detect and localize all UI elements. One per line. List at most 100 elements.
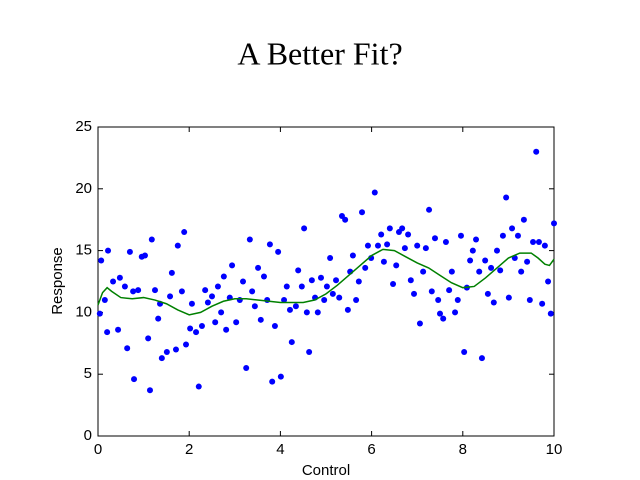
scatter-point <box>301 225 308 232</box>
scatter-point <box>323 283 330 290</box>
scatter-point <box>212 319 219 326</box>
scatter-point <box>233 319 240 326</box>
scatter-point <box>431 235 438 242</box>
scatter-point <box>551 220 557 227</box>
x-tick-label: 0 <box>94 441 102 458</box>
scatter-point <box>141 252 148 259</box>
y-tick-label: 20 <box>75 180 92 197</box>
scatter-point <box>442 238 449 245</box>
scatter-point <box>223 326 230 333</box>
scatter-point <box>514 232 521 239</box>
scatter-point <box>407 277 414 284</box>
scatter-point <box>104 329 111 336</box>
scatter-point <box>183 341 190 348</box>
scatter-point <box>260 273 267 280</box>
scatter-point <box>105 247 112 254</box>
scatter-point <box>545 278 552 285</box>
scatter-point <box>275 248 282 255</box>
x-tick-label: 2 <box>185 441 193 458</box>
scatter-point <box>188 300 195 307</box>
scatter-point <box>167 293 174 300</box>
scatter-point <box>218 309 225 316</box>
scatter-point <box>374 242 381 249</box>
scatter-point <box>461 348 468 355</box>
scatter-point <box>490 299 497 306</box>
scatter-point <box>281 297 288 304</box>
scatter-point <box>484 290 491 297</box>
scatter-point <box>126 248 133 255</box>
scatter-point <box>317 274 324 281</box>
scatter-point <box>390 280 397 287</box>
y-tick-label: 0 <box>84 427 92 444</box>
x-tick-label: 10 <box>546 441 563 458</box>
scatter-point <box>121 283 128 290</box>
scatter-point <box>476 268 483 275</box>
scatter-point <box>467 257 474 264</box>
scatter-point <box>478 355 485 362</box>
scatter-point <box>469 247 476 254</box>
scatter-point <box>135 287 142 294</box>
scatter-point <box>378 231 385 238</box>
scatter-point <box>246 236 253 243</box>
scatter-point <box>547 310 554 317</box>
scatter-point <box>181 229 188 236</box>
scatter-point <box>204 299 211 306</box>
scatter-point <box>266 241 273 248</box>
scatter-point <box>386 225 393 232</box>
scatter-point <box>202 287 209 294</box>
scatter-point <box>454 297 461 304</box>
scatter-point <box>152 287 158 294</box>
scatter-point <box>193 329 200 336</box>
scatter-point <box>220 273 227 280</box>
scatter-point <box>271 322 278 329</box>
scatter-point <box>414 242 421 249</box>
scatter-point <box>333 277 340 284</box>
scatter-point <box>172 346 179 353</box>
scatter-point <box>440 315 447 322</box>
scatter-point <box>452 309 459 316</box>
scatter-point <box>288 339 295 346</box>
scatter-point <box>371 189 378 196</box>
scatter-point <box>336 294 343 301</box>
scatter-point <box>520 216 527 223</box>
scatter-point <box>420 268 427 275</box>
scatter-point <box>535 238 542 245</box>
scatter-point <box>298 283 305 290</box>
scatter-point <box>505 294 512 301</box>
scatter-point <box>249 288 256 295</box>
scatter-point <box>416 320 423 327</box>
scatter-point <box>255 264 262 271</box>
scatter-point <box>344 306 351 313</box>
scatter-point <box>499 232 506 239</box>
scatter-point <box>353 297 360 304</box>
scatter-point <box>342 216 349 223</box>
scatter-point <box>457 232 464 239</box>
scatter-point <box>116 274 123 281</box>
scatter-point <box>187 325 194 332</box>
scatter-point <box>243 365 250 372</box>
scatter-point <box>240 278 247 285</box>
y-axis-label: Response <box>49 247 66 315</box>
scatter-point <box>359 209 366 216</box>
scatter-point <box>497 267 504 274</box>
scatter-point <box>277 373 284 380</box>
scatter-point <box>405 231 412 238</box>
scatter-point <box>426 206 433 213</box>
scatter-point <box>518 268 525 275</box>
scatter-point <box>314 309 321 316</box>
scatter-point <box>533 148 540 155</box>
scatter-point <box>283 283 290 290</box>
x-tick-label: 4 <box>276 441 284 458</box>
scatter-point <box>349 252 356 259</box>
scatter-point <box>541 242 548 249</box>
scatter-point <box>530 238 537 245</box>
x-tick-label: 8 <box>459 441 467 458</box>
x-axis-label: Control <box>302 462 350 479</box>
scatter-point <box>437 310 443 317</box>
scatter-point <box>308 277 315 284</box>
scatter-point <box>539 300 546 307</box>
scatter-point <box>446 287 453 294</box>
x-tick-label: 6 <box>367 441 375 458</box>
